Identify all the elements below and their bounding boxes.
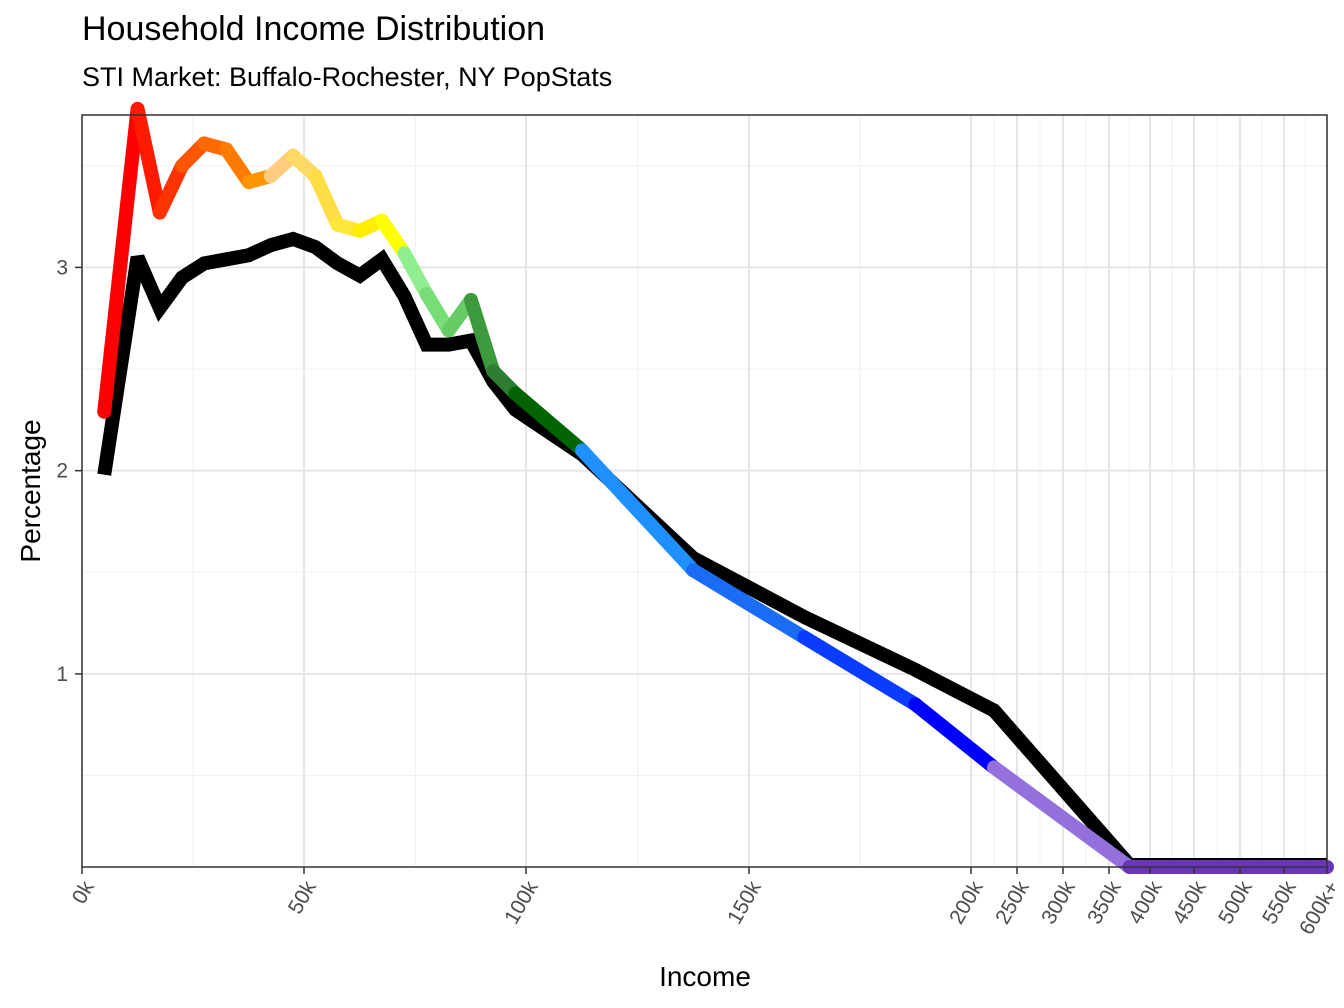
grid-minor	[82, 115, 1327, 867]
plot-panel	[82, 115, 1327, 867]
comparison-series-segment	[130, 101, 167, 220]
y-axis-title: Percentage	[15, 419, 46, 562]
x-tick-label: 600k+	[1295, 877, 1344, 939]
x-tick-label: 0k	[68, 877, 99, 908]
comparison-series-segment	[686, 563, 812, 645]
x-tick-label: 450k	[1168, 877, 1211, 928]
comparison-series-segment	[397, 246, 434, 301]
x-tick-label: 550k	[1258, 877, 1301, 928]
comparison-series-segment	[152, 158, 190, 220]
comparison-series-segment	[308, 168, 345, 232]
x-tick-label: 150k	[723, 877, 766, 928]
x-tick-label: 350k	[1083, 877, 1126, 928]
x-axis-title: Income	[659, 961, 751, 992]
plot-border	[81, 114, 1328, 868]
x-tick-label: 500k	[1214, 877, 1257, 928]
x-tick-label: 200k	[945, 877, 988, 928]
y-tick-label: 2	[56, 460, 68, 483]
comparison-series-segment	[97, 101, 145, 419]
y-axis: 1 2 3	[56, 256, 82, 686]
x-tick-label: 100k	[500, 877, 543, 928]
comparison-series-segment	[508, 386, 590, 458]
x-tick-label: 300k	[1037, 877, 1080, 928]
x-tick-label: 400k	[1124, 877, 1167, 928]
market-series-line	[97, 231, 1327, 872]
comparison-series-segment	[463, 292, 501, 379]
x-tick-label: 250k	[991, 877, 1034, 928]
chart-title: Household Income Distribution	[82, 10, 546, 48]
comparison-series-segment	[908, 697, 1001, 775]
chart-subtitle: STI Market: Buffalo-Rochester, NY PopSta…	[82, 62, 613, 92]
x-tick-label: 50k	[284, 877, 321, 918]
comparison-series-segment	[797, 630, 923, 712]
comparison-series-segment	[575, 443, 701, 578]
comparison-series-segment	[987, 760, 1137, 874]
y-tick-label: 3	[56, 256, 68, 279]
y-tick-label: 1	[56, 663, 68, 686]
series-layer	[97, 101, 1334, 874]
